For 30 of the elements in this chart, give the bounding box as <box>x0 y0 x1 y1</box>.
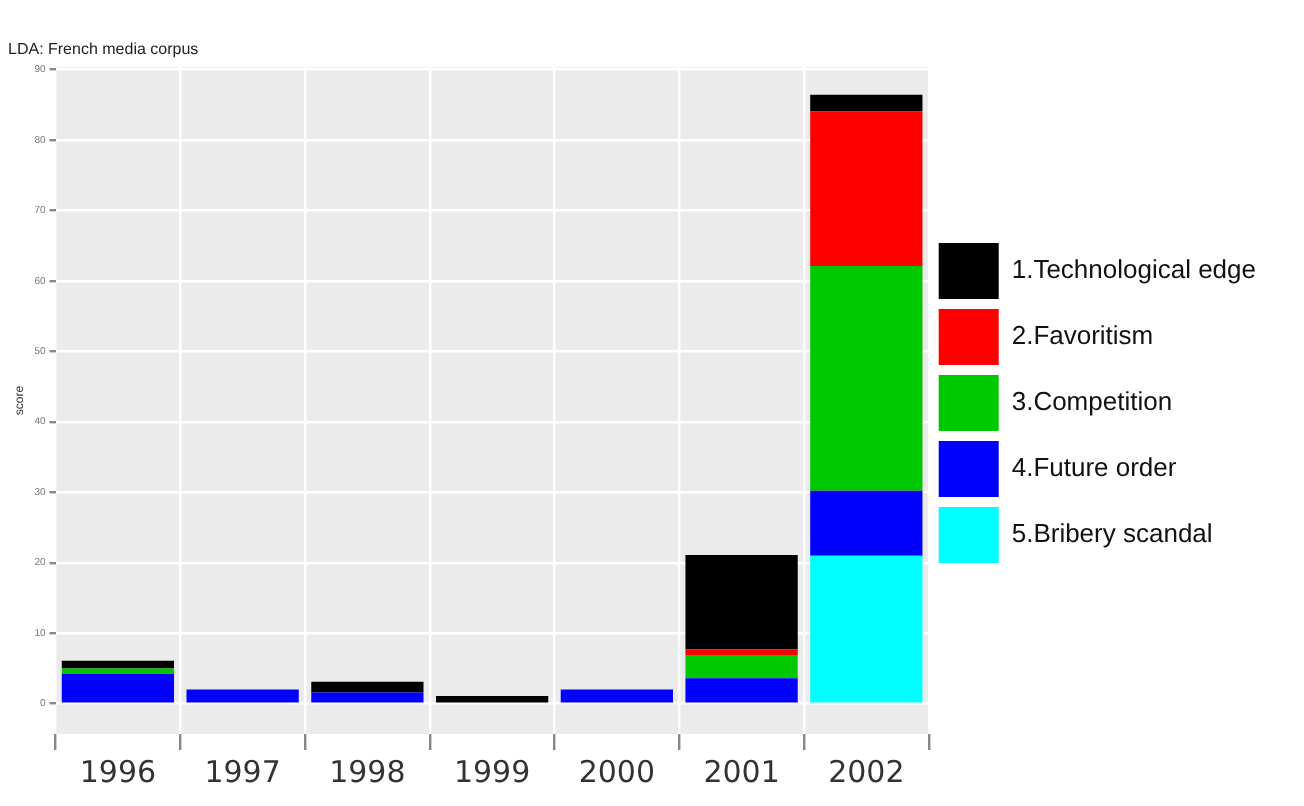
bar <box>685 678 798 703</box>
bar <box>810 111 923 266</box>
x-tick-label: 1999 <box>453 753 531 790</box>
x-tick-label: 1996 <box>79 753 157 790</box>
x-tick-label: 1997 <box>204 753 281 790</box>
x-tick-label: 2002 <box>828 753 905 790</box>
legend-label: 3.Competition <box>1011 386 1173 417</box>
x-tick-label: 2000 <box>578 753 656 790</box>
bar <box>810 555 923 703</box>
bar <box>311 681 424 693</box>
legend-label: 2.Favoritism <box>1011 320 1154 351</box>
bar <box>810 94 923 112</box>
legend-label: 4.Future order <box>1011 452 1178 483</box>
x-tick-label: 2001 <box>703 753 780 790</box>
bar <box>560 689 673 703</box>
bar <box>435 695 549 703</box>
bar <box>61 660 175 669</box>
bar <box>311 692 424 703</box>
bar <box>685 649 798 656</box>
legend-label: 1.Technological edge <box>1011 254 1257 285</box>
bar <box>810 265 923 491</box>
chart-subtitle: LDA: French media corpus <box>8 40 199 59</box>
legend-label: 5.Bribery scandal <box>1011 518 1213 549</box>
x-tick-label: 1998 <box>329 753 406 790</box>
bar <box>61 674 175 703</box>
bar <box>810 490 923 556</box>
bar <box>685 655 798 679</box>
bar <box>685 554 798 650</box>
bar <box>61 668 175 675</box>
bar <box>186 689 299 703</box>
